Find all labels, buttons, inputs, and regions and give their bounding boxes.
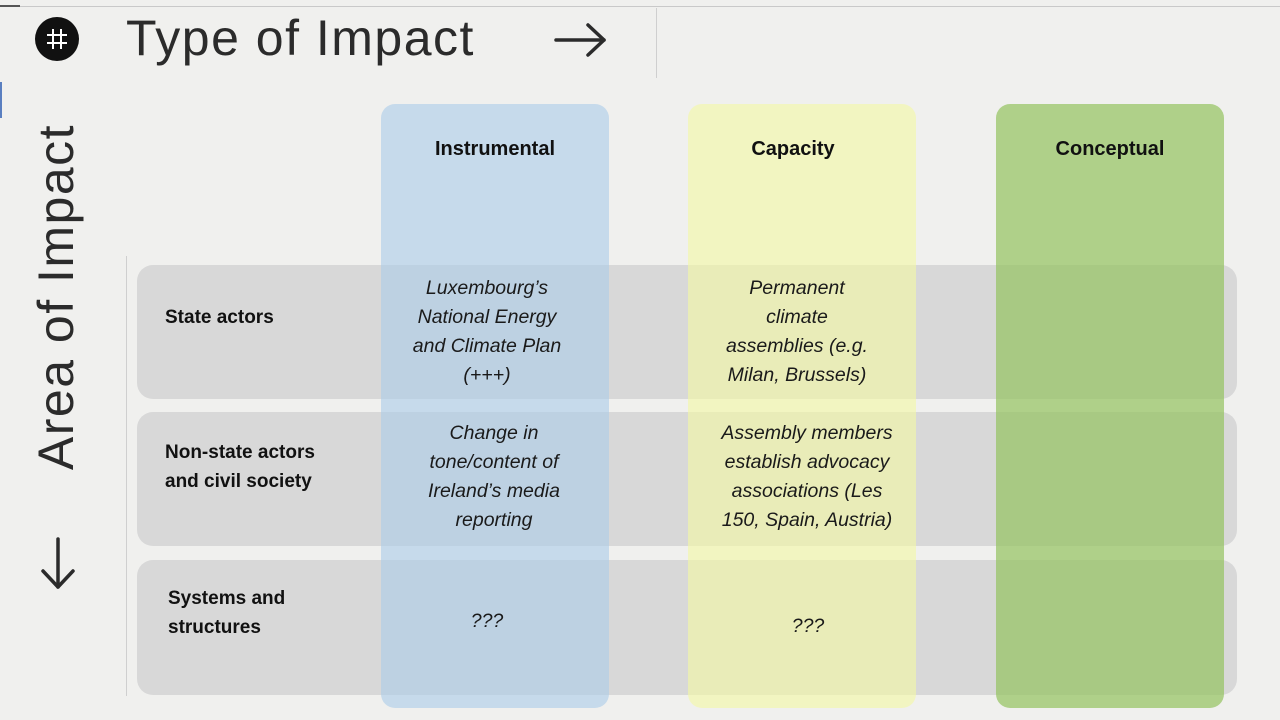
row-label-state-actors: State actors [165,307,274,328]
column-band-capacity [688,104,916,708]
column-header-capacity: Capacity [751,138,835,160]
column-header-instrumental: Instrumental [434,138,556,160]
vertical-divider [126,256,127,696]
cell-capacity-state-actors: Permanent climate assemblies (e.g. Milan… [726,277,868,386]
right-arrow-icon [553,20,609,65]
row-label-non-state-actors: Non-state actors and civil society [165,442,315,492]
row-label-systems: Systems and structures [168,588,286,638]
vertical-axis-title: Area of Impact [28,123,84,471]
page-title: Type of Impact [126,10,475,66]
top-rule-accent [0,5,20,7]
cell-capacity-non-state-actors: Assembly members establish advocacy asso… [721,422,893,531]
cell-instrumental-systems: ??? [470,610,504,632]
title-divider [656,8,657,78]
top-rule [0,6,1280,7]
column-header-conceptual: Conceptual [1055,138,1165,160]
cell-instrumental-non-state-actors: Change in tone/content of Ireland’s medi… [428,422,560,531]
cell-capacity-systems: ??? [791,615,825,637]
cell-instrumental-state-actors: Luxembourg’s National Energy and Climate… [412,277,562,386]
down-arrow-icon [38,536,78,597]
column-band-instrumental [381,104,609,708]
grid-icon [35,17,79,61]
column-band-conceptual [996,104,1224,708]
left-edge-marker [0,82,2,118]
